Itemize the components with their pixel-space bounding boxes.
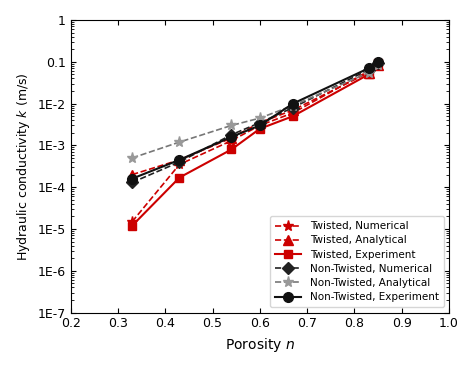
Twisted, Experiment	[290, 114, 296, 118]
Twisted, Numerical	[375, 62, 381, 66]
Non-Twisted, Experiment	[366, 66, 372, 70]
Non-Twisted, Analytical	[129, 156, 135, 160]
Twisted, Numerical	[177, 162, 182, 167]
Twisted, Analytical	[257, 120, 263, 125]
Non-Twisted, Numerical	[290, 106, 296, 110]
Line: Twisted, Experiment: Twisted, Experiment	[128, 59, 382, 230]
Twisted, Analytical	[177, 158, 182, 162]
Twisted, Experiment	[129, 224, 135, 228]
Non-Twisted, Analytical	[366, 70, 372, 75]
Non-Twisted, Experiment	[228, 135, 234, 139]
Twisted, Numerical	[366, 69, 372, 73]
Non-Twisted, Numerical	[366, 68, 372, 72]
Twisted, Experiment	[366, 72, 372, 77]
Non-Twisted, Numerical	[257, 120, 263, 125]
Twisted, Analytical	[228, 136, 234, 140]
Non-Twisted, Numerical	[129, 180, 135, 184]
Non-Twisted, Experiment	[290, 101, 296, 106]
Non-Twisted, Analytical	[375, 62, 381, 67]
Non-Twisted, Analytical	[177, 140, 182, 144]
Twisted, Experiment	[375, 61, 381, 65]
Non-Twisted, Numerical	[228, 132, 234, 137]
Twisted, Numerical	[257, 123, 263, 128]
Twisted, Analytical	[290, 108, 296, 112]
Non-Twisted, Experiment	[375, 60, 381, 64]
X-axis label: Porosity $n$: Porosity $n$	[225, 336, 295, 354]
Y-axis label: Hydraulic conductivity $k$ (m/s): Hydraulic conductivity $k$ (m/s)	[15, 72, 32, 261]
Line: Non-Twisted, Experiment: Non-Twisted, Experiment	[128, 57, 383, 183]
Twisted, Experiment	[177, 175, 182, 180]
Non-Twisted, Analytical	[257, 116, 263, 120]
Twisted, Analytical	[129, 172, 135, 177]
Non-Twisted, Experiment	[177, 158, 182, 162]
Non-Twisted, Experiment	[257, 123, 263, 128]
Twisted, Numerical	[129, 220, 135, 224]
Twisted, Numerical	[228, 138, 234, 143]
Non-Twisted, Numerical	[177, 160, 182, 164]
Non-Twisted, Analytical	[290, 103, 296, 108]
Twisted, Analytical	[375, 62, 381, 67]
Twisted, Experiment	[228, 147, 234, 152]
Twisted, Experiment	[257, 127, 263, 131]
Twisted, Numerical	[290, 111, 296, 115]
Line: Twisted, Numerical: Twisted, Numerical	[127, 58, 383, 227]
Line: Non-Twisted, Analytical: Non-Twisted, Analytical	[127, 59, 383, 163]
Line: Twisted, Analytical: Twisted, Analytical	[128, 60, 383, 179]
Non-Twisted, Analytical	[228, 123, 234, 128]
Legend: Twisted, Numerical, Twisted, Analytical, Twisted, Experiment, Non-Twisted, Numer: Twisted, Numerical, Twisted, Analytical,…	[270, 216, 444, 307]
Non-Twisted, Numerical	[375, 61, 381, 65]
Line: Non-Twisted, Numerical: Non-Twisted, Numerical	[128, 59, 382, 187]
Twisted, Analytical	[366, 70, 372, 75]
Non-Twisted, Experiment	[129, 176, 135, 181]
